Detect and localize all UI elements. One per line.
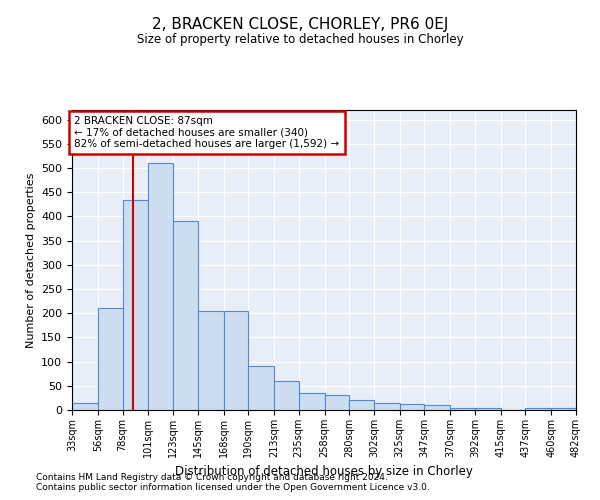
- Bar: [148, 163, 173, 410]
- Bar: [424, 405, 450, 410]
- Text: Contains HM Land Registry data © Crown copyright and database right 2024.: Contains HM Land Registry data © Crown c…: [36, 472, 388, 482]
- Text: 2, BRACKEN CLOSE, CHORLEY, PR6 0EJ: 2, BRACKEN CLOSE, CHORLEY, PR6 0EJ: [152, 18, 448, 32]
- Bar: [551, 408, 576, 410]
- Bar: [374, 402, 400, 410]
- Bar: [173, 222, 198, 410]
- Bar: [526, 408, 551, 410]
- Bar: [325, 396, 349, 410]
- Bar: [274, 381, 299, 410]
- Bar: [299, 393, 325, 410]
- Y-axis label: Number of detached properties: Number of detached properties: [26, 172, 35, 348]
- Text: 2 BRACKEN CLOSE: 87sqm
← 17% of detached houses are smaller (340)
82% of semi-de: 2 BRACKEN CLOSE: 87sqm ← 17% of detached…: [74, 116, 340, 149]
- Bar: [224, 311, 248, 410]
- Bar: [198, 311, 224, 410]
- X-axis label: Distribution of detached houses by size in Chorley: Distribution of detached houses by size …: [175, 466, 473, 478]
- Bar: [248, 366, 274, 410]
- Text: Size of property relative to detached houses in Chorley: Size of property relative to detached ho…: [137, 32, 463, 46]
- Bar: [72, 402, 98, 410]
- Bar: [122, 200, 148, 410]
- Bar: [475, 408, 501, 410]
- Text: Contains public sector information licensed under the Open Government Licence v3: Contains public sector information licen…: [36, 482, 430, 492]
- Bar: [349, 400, 374, 410]
- Bar: [98, 308, 122, 410]
- Bar: [450, 408, 475, 410]
- Bar: [400, 404, 424, 410]
